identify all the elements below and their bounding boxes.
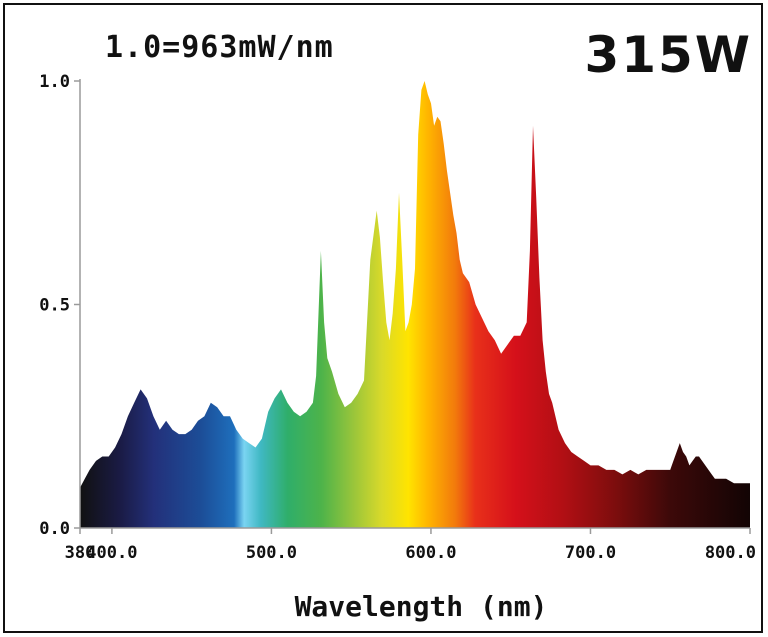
x-tick-label: 380 <box>65 543 96 563</box>
wattage-label: 315W <box>584 26 752 84</box>
spectrum-area <box>80 81 750 528</box>
scale-note: 1.0=963mW/nm <box>105 30 334 65</box>
y-tick-label: 1.0 <box>39 72 70 92</box>
x-tick-label: 500.0 <box>246 543 297 563</box>
x-tick-label: 700.0 <box>565 543 616 563</box>
y-ticks: 0.0 0.5 1.0 <box>39 72 80 539</box>
x-axis-label: Wavelength (nm) <box>295 590 548 623</box>
x-tick-label: 800.0 <box>705 543 756 563</box>
x-tick-label: 400.0 <box>86 543 137 563</box>
x-tick-label: 600.0 <box>405 543 456 563</box>
y-tick-label: 0.5 <box>39 296 70 316</box>
y-tick-label: 0.0 <box>39 519 70 539</box>
